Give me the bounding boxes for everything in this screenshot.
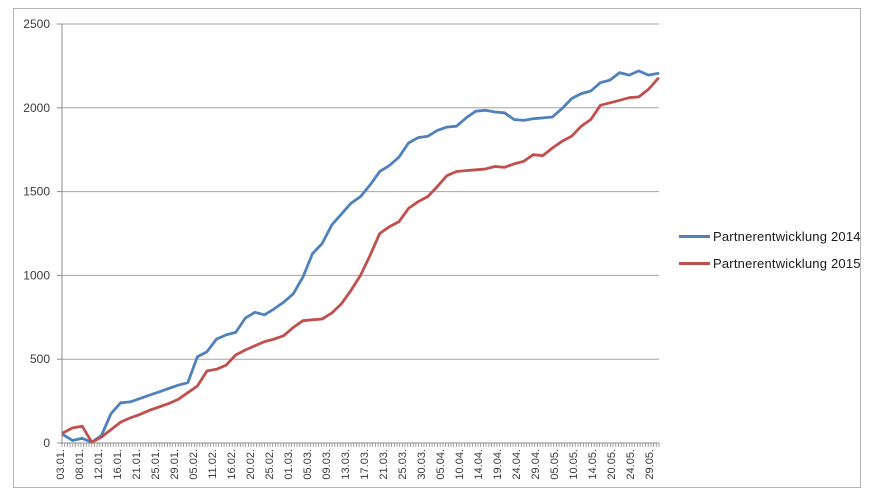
x-axis-label: 24.04.: [511, 449, 523, 480]
x-axis-label: 05.05.: [549, 449, 561, 480]
x-axis-label: 29.01.: [169, 449, 181, 480]
legend-label-2015: Partnerentwicklung 2015: [713, 255, 861, 271]
x-axis-label: 16.01.: [112, 449, 124, 480]
x-axis-label: 24.05.: [625, 449, 637, 480]
x-axis-label: 30.03.: [416, 449, 428, 480]
x-axis-label: 05.04.: [435, 449, 447, 480]
x-axis-label: 21.03.: [378, 449, 390, 480]
x-axis-label: 14.05.: [587, 449, 599, 480]
y-axis-label: 0: [43, 436, 50, 450]
x-axis-label: 13.03.: [340, 449, 352, 480]
y-axis-label: 1000: [23, 268, 50, 282]
x-axis-label: 08.01.: [74, 449, 86, 480]
x-axis-label: 03.01.: [55, 449, 67, 480]
legend-swatch-2014: [679, 234, 710, 238]
y-axis-label: 1500: [23, 185, 50, 199]
x-axis-label: 05.02.: [188, 449, 200, 480]
legend-label-2014: Partnerentwicklung 2014: [713, 228, 861, 244]
y-axis-label: 500: [30, 352, 50, 366]
x-axis-ticks: [61, 443, 660, 447]
x-axis-label: 25.02.: [264, 449, 276, 480]
y-axis-label: 2500: [23, 17, 50, 31]
series-line-2014[interactable]: [61, 69, 660, 444]
series-line-2015[interactable]: [61, 77, 660, 444]
x-axis-label: 20.05.: [606, 449, 618, 480]
x-axis-label: 17.03.: [359, 449, 371, 480]
x-axis-label: 12.01.: [93, 449, 105, 480]
x-axis-label: 05.03.: [302, 449, 314, 480]
y-axis-label: 2000: [23, 101, 50, 115]
legend: Partnerentwicklung 2014 Partnerentwicklu…: [679, 226, 861, 273]
x-axis-label: 10.04.: [454, 449, 466, 480]
x-axis-labels: 03.01. 08.01. 12.01. 16.01. 21.01. 25.01. 29.0…: [55, 449, 656, 480]
x-axis-label: 01.03.: [283, 449, 295, 480]
x-axis-label: 21.01.: [131, 449, 143, 480]
legend-item-2014[interactable]: Partnerentwicklung 2014: [679, 226, 861, 246]
y-axis: 0 500 1000 1500 2000 2500: [23, 17, 62, 450]
gridlines: [62, 23, 659, 360]
x-axis-label: 20.02.: [245, 449, 257, 480]
legend-item-2015[interactable]: Partnerentwicklung 2015: [679, 253, 861, 273]
x-axis-label: 19.04.: [492, 449, 504, 480]
x-axis-label: 25.03.: [397, 449, 409, 480]
x-axis-label: 29.04.: [530, 449, 542, 480]
x-axis-label: 16.02.: [226, 449, 238, 480]
x-axis-label: 25.01.: [150, 449, 162, 480]
legend-swatch-2015: [679, 261, 710, 265]
x-axis-label: 14.04.: [473, 449, 485, 480]
x-axis-label: 29.05.: [644, 449, 656, 480]
x-axis-label: 09.03.: [321, 449, 333, 480]
x-axis-label: 10.05.: [568, 449, 580, 480]
x-axis-label: 11.02.: [207, 449, 219, 479]
